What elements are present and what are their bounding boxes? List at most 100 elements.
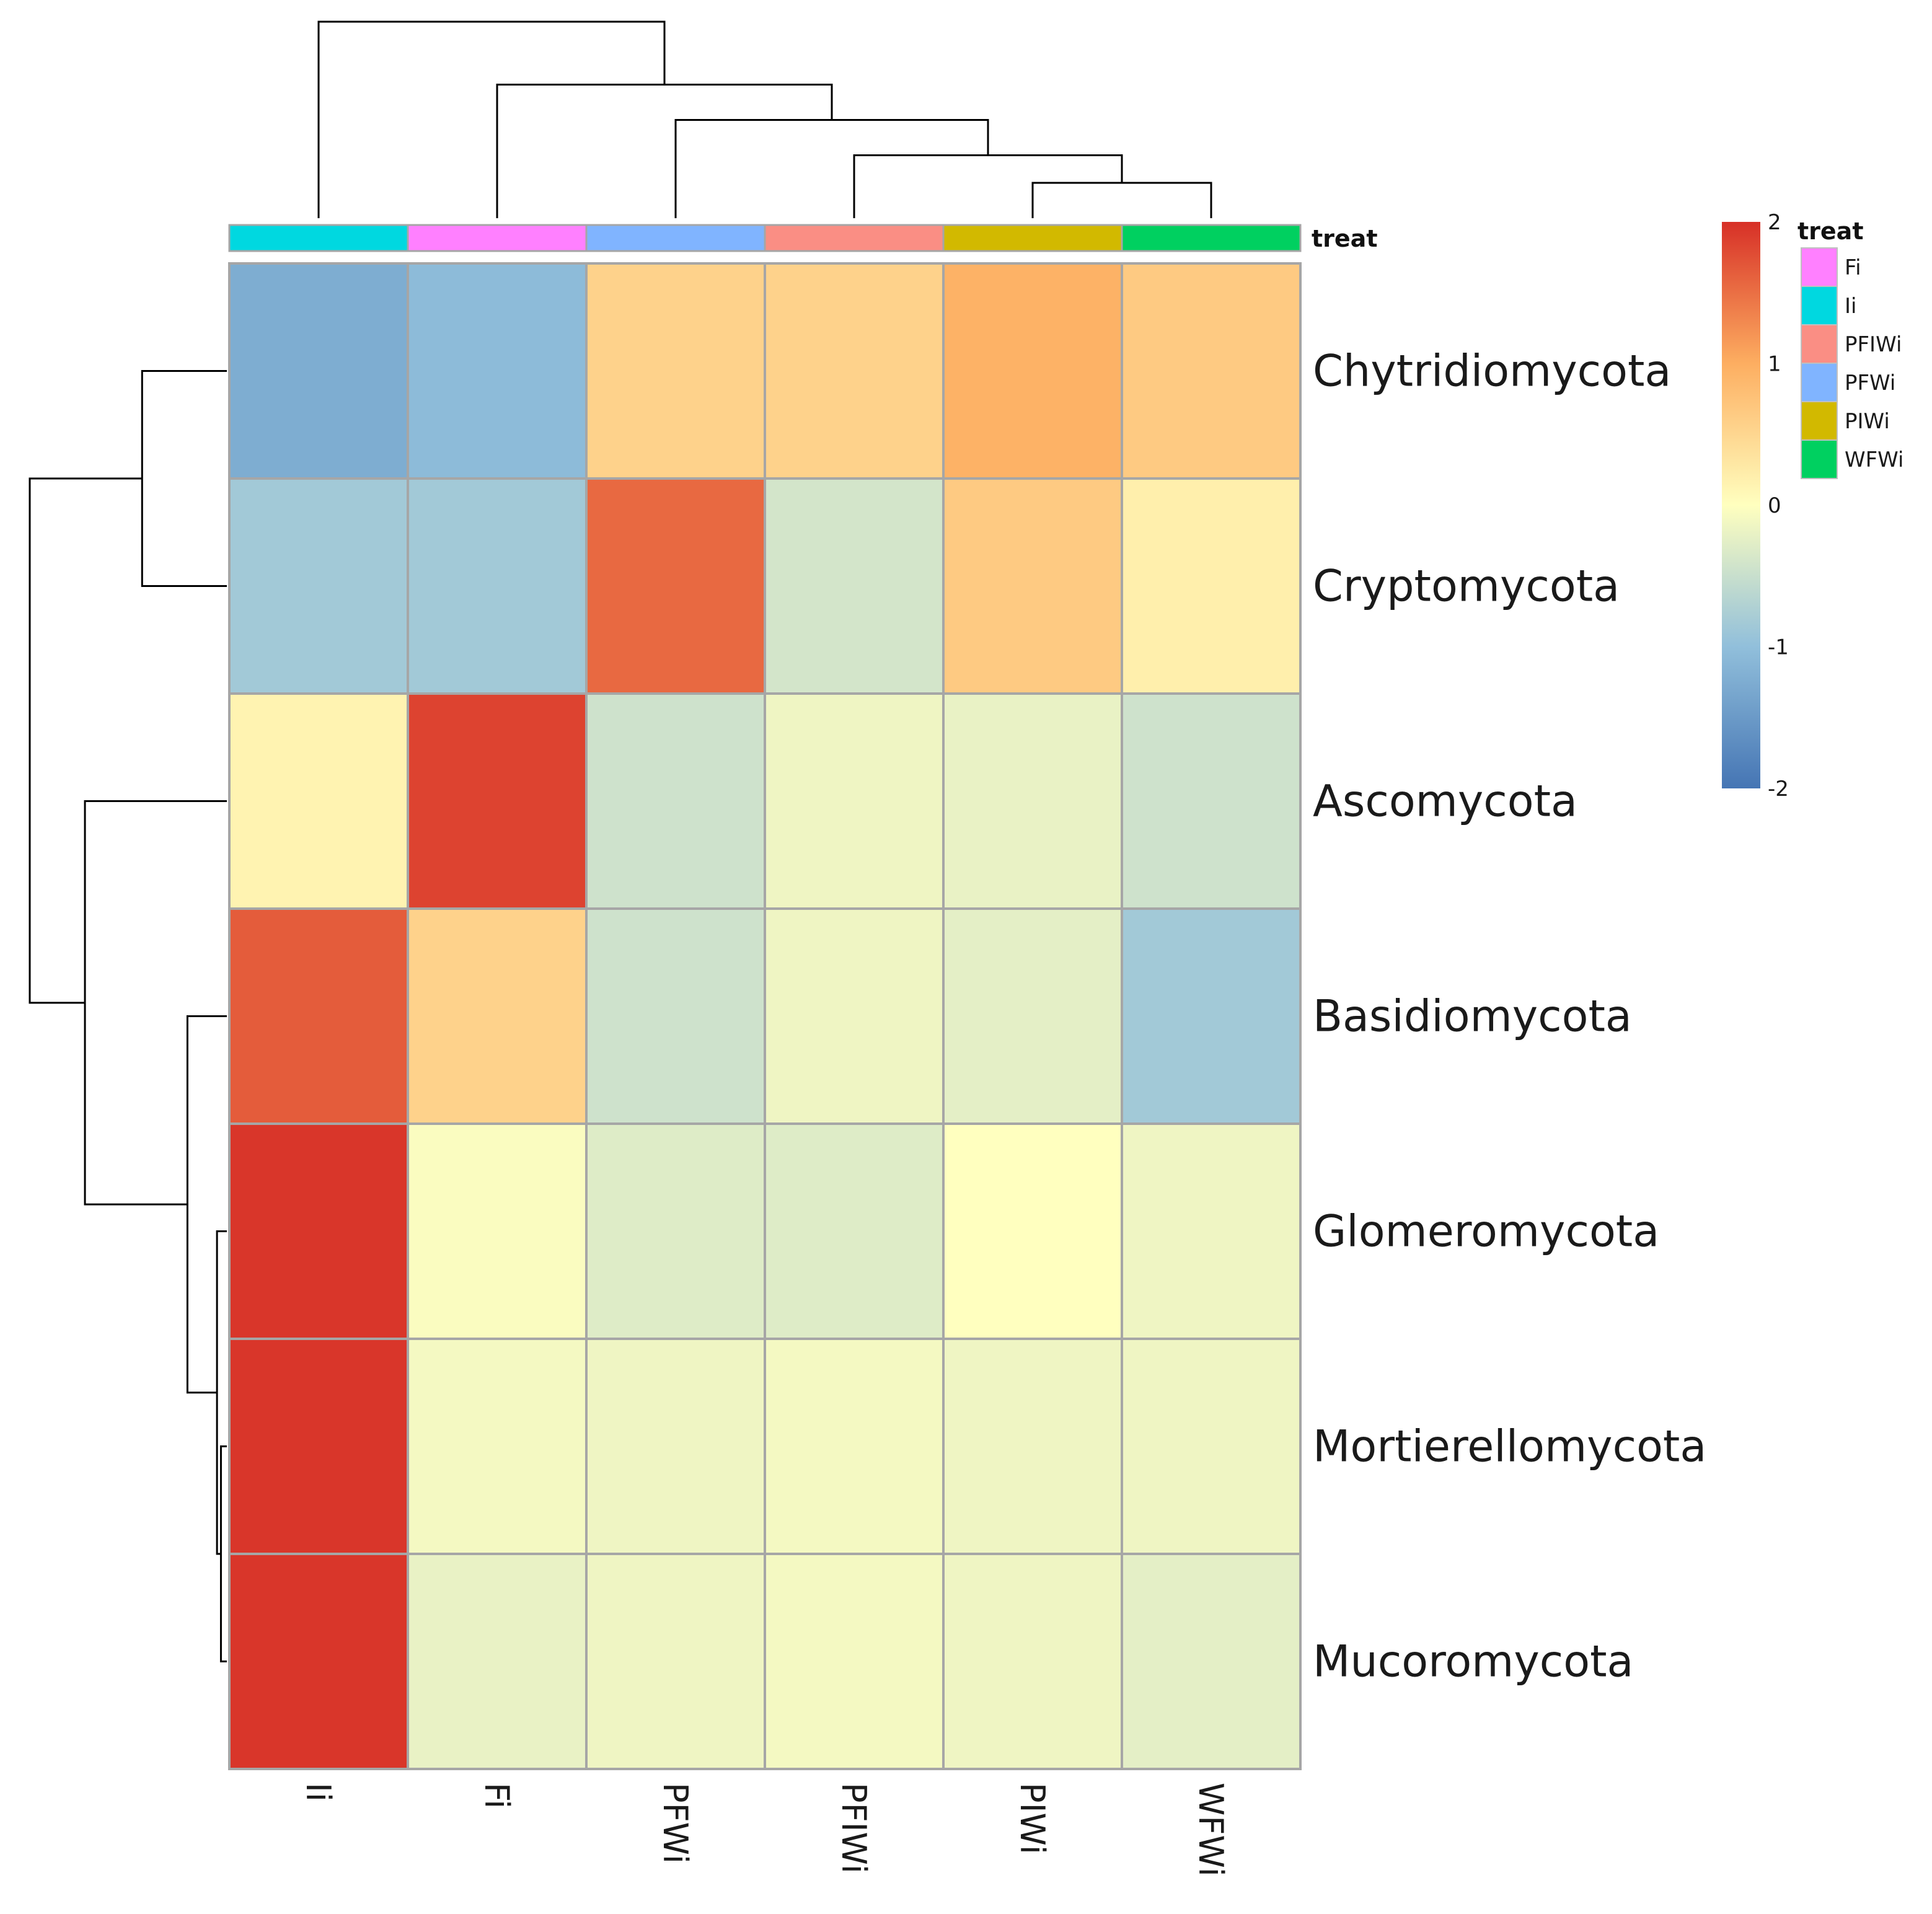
treat-legend-label-pfwi: PFWi <box>1845 371 1895 395</box>
row-dendrogram-branch-6 <box>29 477 143 1004</box>
row-dendrogram <box>29 370 227 1662</box>
color-scale-tick: -1 <box>1768 635 1789 660</box>
heatmap-cell-ascomycota-fi <box>407 692 588 910</box>
row-dendrogram-branch-3 <box>186 1015 227 1394</box>
treat-bar-wfwi <box>1121 224 1302 252</box>
heatmap-cell-glomeromycota-wfwi <box>1121 1122 1302 1340</box>
color-scale-gradient <box>1722 222 1760 788</box>
row-label-glomeromycota: Glomeromycota <box>1313 1206 1659 1257</box>
heatmap-cell-chytridiomycota-piwi <box>942 262 1123 480</box>
heatmap-cell-mortierellomycota-piwi <box>942 1338 1123 1555</box>
treat-legend-swatch-fi <box>1801 247 1838 287</box>
column-label-pfiwi: PFIWi <box>834 1783 873 1874</box>
heatmap-cell-cryptomycota-wfwi <box>1121 477 1302 695</box>
column-label-pfwi: PFWi <box>656 1783 695 1864</box>
color-scale-tick: -2 <box>1768 777 1789 801</box>
heatmap-cell-basidiomycota-fi <box>407 907 588 1125</box>
heatmap-cell-basidiomycota-pfiwi <box>764 907 945 1125</box>
row-label-ascomycota: Ascomycota <box>1313 776 1577 827</box>
treat-legend-swatch-wfwi <box>1801 439 1838 479</box>
treat-legend-title: treat <box>1797 218 1864 245</box>
treat-bar-pfiwi <box>764 224 945 252</box>
heatmap-cell-chytridiomycota-fi <box>407 262 588 480</box>
heatmap-cell-glomeromycota-pfwi <box>585 1122 766 1340</box>
row-label-mucoromycota: Mucoromycota <box>1313 1636 1633 1687</box>
row-dendrogram-branch-4 <box>84 800 227 1206</box>
heatmap-cell-mortierellomycota-pfiwi <box>764 1338 945 1555</box>
heatmap-cell-basidiomycota-piwi <box>942 907 1123 1125</box>
color-scale-legend: 2 1 0 -1 -2 <box>1722 210 1789 801</box>
column-labels: Ii Fi PFWi PFIWi PIWi WFWi <box>299 1783 1230 1877</box>
heatmap-cell-cryptomycota-piwi <box>942 477 1123 695</box>
color-scale-tick: 2 <box>1768 210 1781 235</box>
heatmap-cell-glomeromycota-piwi <box>942 1122 1123 1340</box>
row-labels: Chytridiomycota Cryptomycota Ascomycota Bas… <box>1313 346 1706 1687</box>
treat-legend-label-fi: Fi <box>1845 255 1861 280</box>
heatmap-cell-cryptomycota-pfwi <box>585 477 766 695</box>
treat-annotation-bar <box>228 224 1302 252</box>
treat-legend: treat Fi Ii PFIWi PFWi PIWi WFWi <box>1797 218 1904 479</box>
heatmap-cell-ascomycota-pfwi <box>585 692 766 910</box>
heatmap-cell-chytridiomycota-wfwi <box>1121 262 1302 480</box>
heatmap-cell-chytridiomycota-pfwi <box>585 262 766 480</box>
heatmap-cell-mortierellomycota-ii <box>228 1338 409 1555</box>
treat-bar-piwi <box>942 224 1123 252</box>
treat-legend-swatch-piwi <box>1801 401 1838 441</box>
row-dendrogram-branch-5 <box>141 370 227 587</box>
treat-bar-ii <box>228 224 409 252</box>
heatmap-cell-glomeromycota-pfiwi <box>764 1122 945 1340</box>
annotation-title: treat <box>1312 225 1378 252</box>
column-label-piwi: PIWi <box>1013 1783 1052 1854</box>
treat-legend-swatch-pfwi <box>1801 363 1838 402</box>
heatmap-cell-mucoromycota-wfwi <box>1121 1553 1302 1770</box>
heatmap-cell-mortierellomycota-fi <box>407 1338 588 1555</box>
column-dendrogram-branch-2 <box>853 154 1123 218</box>
heatmap-cell-mortierellomycota-wfwi <box>1121 1338 1302 1555</box>
row-label-chytridiomycota: Chytridiomycota <box>1313 346 1671 397</box>
heatmap-cells <box>228 262 1302 1770</box>
color-scale-tick: 0 <box>1768 493 1781 518</box>
treat-bar-pfwi <box>585 224 766 252</box>
heatmap-cell-basidiomycota-pfwi <box>585 907 766 1125</box>
treat-bar-fi <box>407 224 588 252</box>
heatmap-cell-mortierellomycota-pfwi <box>585 1338 766 1555</box>
heatmap-cell-basidiomycota-ii <box>228 907 409 1125</box>
treat-legend-label-ii: Ii <box>1845 294 1856 319</box>
heatmap-cell-glomeromycota-ii <box>228 1122 409 1340</box>
row-label-mortierellomycota: Mortierellomycota <box>1313 1421 1706 1472</box>
column-dendrogram-branch-5 <box>317 20 666 218</box>
heatmap-cell-chytridiomycota-ii <box>228 262 409 480</box>
heatmap-cell-mucoromycota-ii <box>228 1553 409 1770</box>
treat-legend-label-wfwi: WFWi <box>1845 448 1904 472</box>
heatmap-cell-basidiomycota-wfwi <box>1121 907 1302 1125</box>
column-label-wfwi: WFWi <box>1191 1783 1230 1877</box>
heatmap-cell-mucoromycota-pfiwi <box>764 1553 945 1770</box>
row-dendrogram-branch-1 <box>219 1445 227 1662</box>
column-label-ii: Ii <box>299 1783 338 1802</box>
row-label-basidiomycota: Basidiomycota <box>1313 991 1632 1042</box>
heatmap-cell-cryptomycota-ii <box>228 477 409 695</box>
heatmap-cell-chytridiomycota-pfiwi <box>764 262 945 480</box>
heatmap-cell-cryptomycota-pfiwi <box>764 477 945 695</box>
heatmap-cell-ascomycota-wfwi <box>1121 692 1302 910</box>
heatmap-cell-ascomycota-ii <box>228 692 409 910</box>
treat-legend-label-piwi: PIWi <box>1845 409 1890 434</box>
column-dendrogram-branch-4 <box>496 83 833 218</box>
column-dendrogram-branch-1 <box>1031 182 1212 218</box>
heatmap-cell-mucoromycota-piwi <box>942 1553 1123 1770</box>
column-label-fi: Fi <box>477 1783 516 1809</box>
heatmap-cell-mucoromycota-pfwi <box>585 1553 766 1770</box>
heatmap-cell-glomeromycota-fi <box>407 1122 588 1340</box>
treat-legend-swatch-ii <box>1801 286 1838 325</box>
column-dendrogram-branch-3 <box>674 119 989 218</box>
treat-legend-swatch-pfiwi <box>1801 324 1838 364</box>
color-scale-tick: 1 <box>1768 352 1781 377</box>
heatmap-cell-cryptomycota-fi <box>407 477 588 695</box>
heatmap-cell-ascomycota-pfiwi <box>764 692 945 910</box>
heatmap-cell-ascomycota-piwi <box>942 692 1123 910</box>
treat-legend-label-pfiwi: PFIWi <box>1845 332 1902 357</box>
heatmap-cell-mucoromycota-fi <box>407 1553 588 1770</box>
row-label-cryptomycota: Cryptomycota <box>1313 561 1620 612</box>
row-dendrogram-branch-2 <box>216 1230 227 1555</box>
